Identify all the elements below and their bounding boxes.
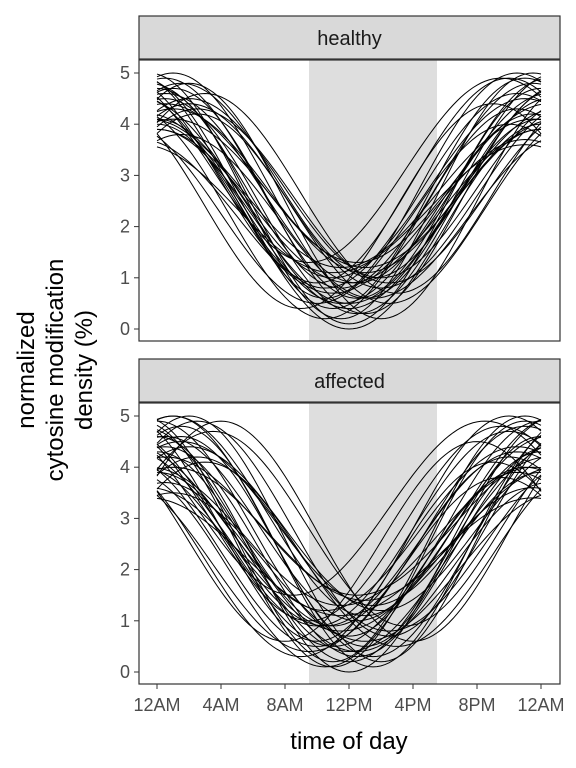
- series-line: [156, 415, 542, 647]
- series-line: [156, 435, 542, 673]
- series-line: [156, 420, 542, 668]
- series-line: [156, 133, 542, 299]
- y-tick-label: 0: [120, 319, 130, 339]
- series-line: [156, 420, 542, 642]
- series-line: [156, 425, 542, 622]
- x-tick-label: 8PM: [458, 695, 495, 715]
- series-line: [156, 420, 542, 637]
- series-line: [156, 441, 542, 642]
- series-line: [156, 77, 542, 263]
- x-tick-label: 8AM: [266, 695, 303, 715]
- x-tick-label: 4AM: [202, 695, 239, 715]
- series-line: [156, 476, 542, 653]
- series-line: [156, 108, 542, 274]
- series-line: [156, 72, 542, 299]
- x-tick-label: 4PM: [394, 695, 431, 715]
- y-tick-label: 5: [120, 63, 130, 83]
- series-line: [156, 487, 542, 632]
- series-line: [156, 451, 542, 663]
- x-tick-label: 12AM: [517, 695, 564, 715]
- series-line: [156, 128, 542, 304]
- series-line: [156, 446, 542, 612]
- series-line: [156, 497, 542, 617]
- series-line: [156, 482, 542, 653]
- series-line: [156, 435, 542, 658]
- panel-healthy: healthy 0 1 2 3 4 5: [120, 15, 561, 342]
- series-line: [156, 430, 542, 627]
- y-tick-label: 3: [120, 508, 130, 528]
- series-line: [156, 77, 542, 284]
- series-line: [156, 144, 542, 274]
- series-line: [156, 92, 542, 289]
- series-line: [156, 446, 542, 612]
- series-line: [156, 103, 542, 263]
- panel-affected: affected 0 1 2 3 4 5: [120, 358, 561, 685]
- y-tick-label: 2: [120, 217, 130, 237]
- series-line: [156, 123, 542, 330]
- series-line: [156, 425, 542, 627]
- series-line: [156, 118, 542, 269]
- facet-label: healthy: [317, 28, 382, 50]
- series-line: [156, 420, 542, 596]
- x-axis-title: time of day: [290, 728, 407, 755]
- series-line: [156, 461, 542, 658]
- y-axis-title-line-1: normalized: [13, 311, 40, 428]
- y-tick-label: 3: [120, 165, 130, 185]
- y-axis-title-line-2: cytosine modification: [42, 259, 69, 482]
- series-line: [156, 103, 542, 310]
- panel-border: [138, 59, 561, 342]
- x-axis: 12AM 4AM 8AM 12PM 4PM 8PM 12AM: [133, 684, 565, 715]
- series-line: [156, 420, 542, 637]
- series-line: [156, 72, 542, 299]
- series-line: [156, 103, 542, 289]
- series-line: [156, 456, 542, 632]
- series-line: [156, 72, 542, 320]
- plot-area: [156, 403, 542, 684]
- series-line: [156, 82, 542, 289]
- panels: healthy 0 1 2 3 4 5 affected 0 1 2 3 4 5: [120, 15, 561, 685]
- y-tick-label: 4: [120, 114, 130, 134]
- series-line: [156, 98, 542, 279]
- x-tick-label: 12PM: [325, 695, 372, 715]
- series-line: [156, 492, 542, 642]
- y-tick-label: 4: [120, 457, 130, 477]
- series-line: [156, 92, 542, 294]
- y-tick-label: 1: [120, 268, 130, 288]
- y-tick-label: 0: [120, 662, 130, 682]
- series-line: [156, 128, 542, 284]
- x-tick-label: 12AM: [133, 695, 180, 715]
- series-line: [156, 446, 542, 658]
- series-line: [156, 108, 542, 320]
- y-tick-label: 5: [120, 406, 130, 426]
- shaded-interval: [309, 403, 437, 684]
- plot-area: [156, 60, 542, 341]
- y-axis-title-line-3: density (%): [71, 310, 98, 430]
- series-line: [156, 425, 542, 668]
- series-line: [156, 118, 542, 310]
- series-line: [156, 461, 542, 647]
- y-tick-label: 2: [120, 560, 130, 580]
- series-line: [156, 466, 542, 601]
- series-line: [156, 123, 542, 304]
- facet-strip: [138, 358, 561, 403]
- series-line: [156, 471, 542, 668]
- series-line: [156, 139, 542, 294]
- series-line: [156, 98, 542, 279]
- facet-label: affected: [314, 371, 385, 393]
- facet-strip: [138, 15, 561, 60]
- series-line: [156, 77, 542, 310]
- series-line: [156, 456, 542, 596]
- y-tick-label: 1: [120, 611, 130, 631]
- series-line: [156, 415, 542, 642]
- series-line: [156, 77, 542, 299]
